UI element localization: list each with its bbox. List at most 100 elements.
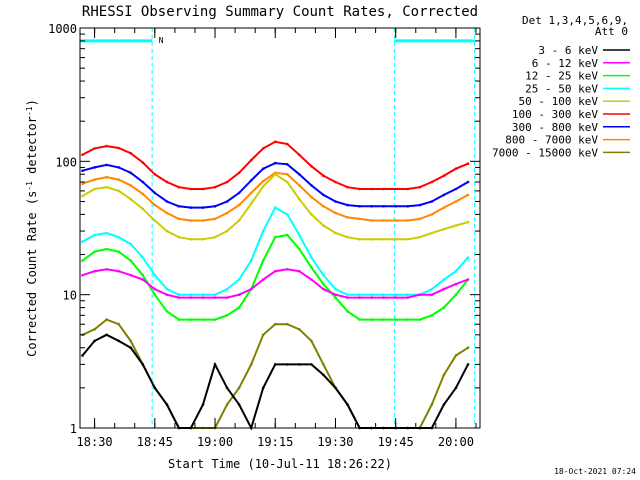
data-point: [466, 346, 470, 350]
data-point: [310, 339, 313, 343]
data-point: [370, 293, 373, 297]
x-tick-label: 18:45: [137, 435, 173, 449]
data-point: [117, 339, 120, 343]
data-point: [286, 142, 289, 146]
generated-timestamp: 18-Oct-2021 07:24: [554, 467, 636, 476]
data-point: [273, 269, 277, 273]
data-point: [322, 287, 325, 291]
data-point: [466, 220, 470, 224]
data-point: [273, 322, 277, 326]
data-point: [382, 318, 385, 321]
data-point: [105, 163, 108, 167]
data-point: [153, 386, 157, 390]
data-point: [286, 233, 289, 237]
data-point: [466, 363, 470, 366]
data-point: [406, 187, 410, 191]
data-point: [334, 287, 337, 291]
data-point: [406, 318, 410, 321]
data-point: [298, 153, 301, 157]
data-point: [105, 144, 108, 148]
data-point: [418, 293, 422, 297]
data-point: [298, 184, 301, 187]
data-point: [406, 219, 410, 222]
data-point: [406, 293, 410, 297]
data-point: [249, 259, 253, 262]
data-point: [370, 187, 373, 191]
data-point: [430, 403, 434, 406]
data-point: [358, 296, 361, 299]
data-point: [105, 231, 108, 235]
data-point: [430, 293, 434, 297]
data-point: [454, 224, 458, 227]
data-point: [117, 322, 120, 326]
data-point: [370, 318, 373, 321]
data-point: [334, 231, 337, 235]
data-point: [201, 318, 205, 321]
data-point: [382, 219, 385, 222]
data-point: [117, 166, 120, 169]
data-point: [225, 211, 229, 215]
data-point: [81, 354, 84, 357]
data-point: [442, 206, 446, 209]
data-point: [93, 328, 96, 331]
data-point: [117, 146, 120, 150]
data-point: [189, 187, 193, 191]
data-point: [454, 269, 458, 273]
data-point: [310, 213, 313, 216]
data-point: [93, 187, 96, 191]
data-point: [406, 205, 410, 208]
data-point: [394, 293, 398, 297]
data-point: [105, 185, 108, 189]
x-tick-label: 20:00: [438, 435, 474, 449]
legend-entry-label: 7000 - 15000 keV: [492, 146, 598, 159]
data-point: [358, 238, 361, 241]
x-tick-label: 19:15: [257, 435, 293, 449]
y-tick-label: 10: [63, 289, 77, 303]
data-point: [213, 318, 217, 321]
data-point: [105, 333, 108, 337]
data-point: [177, 185, 181, 189]
data-point: [225, 296, 229, 299]
data-point: [93, 233, 96, 237]
data-point: [322, 282, 325, 286]
data-point: [430, 180, 434, 184]
legend-entry-label: 3 - 6 keV: [538, 44, 598, 57]
y-axis-label: Corrected Count Rate (s-1 detector-1): [25, 99, 40, 357]
data-point: [418, 235, 422, 239]
data-point: [213, 363, 217, 366]
x-tick-label: 19:30: [317, 435, 353, 449]
data-point: [225, 180, 229, 184]
data-point: [165, 200, 169, 203]
data-point: [430, 200, 434, 203]
data-point: [358, 205, 361, 208]
data-point: [370, 296, 373, 299]
data-point: [81, 194, 84, 198]
data-point: [249, 191, 253, 195]
data-point: [466, 193, 470, 197]
data-point: [177, 293, 181, 297]
y-tick-label: 100: [55, 155, 77, 169]
data-point: [117, 250, 120, 253]
data-point: [237, 191, 241, 195]
data-point: [141, 256, 145, 259]
data-point: [213, 235, 217, 239]
data-point: [273, 161, 277, 165]
data-point: [442, 278, 446, 281]
data-point: [93, 147, 96, 150]
data-point: [189, 219, 193, 222]
data-point: [201, 296, 205, 299]
data-point: [129, 273, 132, 277]
data-point: [430, 314, 434, 317]
data-point: [334, 211, 337, 215]
data-point: [298, 233, 301, 237]
data-point: [225, 403, 229, 406]
data-point: [165, 293, 169, 297]
data-point: [237, 306, 241, 309]
data-point: [153, 173, 157, 176]
data-point: [334, 200, 337, 203]
x-axis: 18:30 18:45 19:00 19:15 19:30 19:45 20:00: [77, 28, 477, 449]
data-point: [394, 296, 398, 299]
data-point: [153, 293, 157, 297]
